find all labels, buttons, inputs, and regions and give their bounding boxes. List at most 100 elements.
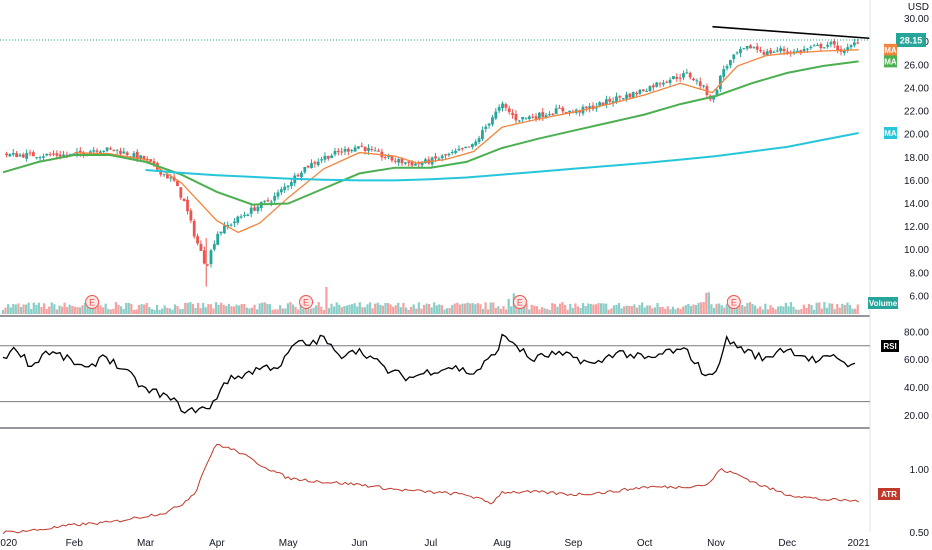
volume-bar xyxy=(117,304,120,314)
candle-body xyxy=(189,210,193,221)
volume-bar xyxy=(789,302,793,314)
candle-body xyxy=(199,243,203,251)
candle-body xyxy=(651,85,655,88)
candle-body xyxy=(393,160,397,162)
volume-bar xyxy=(697,302,700,314)
volume-bar xyxy=(530,304,533,314)
candle-body xyxy=(588,106,592,109)
volume-bar xyxy=(797,309,800,314)
candle-body xyxy=(166,174,169,179)
x-axis-tick: Oct xyxy=(637,538,653,549)
volume-bar xyxy=(196,302,200,314)
volume-bar xyxy=(594,304,598,314)
x-axis-tick: 2021 xyxy=(847,538,870,549)
volume-bar xyxy=(125,302,128,314)
volume-bar xyxy=(356,306,359,314)
candle-body xyxy=(11,153,15,155)
volume-bar xyxy=(220,302,223,314)
candle-body xyxy=(397,159,401,163)
volume-bar xyxy=(753,305,757,314)
candle-body xyxy=(685,72,689,74)
volume-bar xyxy=(361,307,364,314)
volume-bar xyxy=(276,309,279,314)
candle-body xyxy=(688,72,692,78)
candle-body xyxy=(497,107,501,111)
price-axis-tick: 26.00 xyxy=(904,60,929,71)
candle-body xyxy=(772,51,776,53)
candle-body xyxy=(182,198,186,202)
candle-body xyxy=(494,111,498,119)
price-axis-tick: 16.00 xyxy=(904,176,929,187)
volume-bar xyxy=(823,302,826,314)
candle-body xyxy=(310,163,313,169)
volume-bar xyxy=(525,303,528,314)
candle-body xyxy=(551,113,555,115)
volume-bar xyxy=(579,307,582,314)
candle-body xyxy=(139,155,143,159)
volume-bar xyxy=(238,305,241,314)
candle-body xyxy=(253,207,256,211)
volume-bar xyxy=(84,302,87,314)
volume-bar xyxy=(602,303,605,314)
candle-body xyxy=(568,110,571,113)
candle-body xyxy=(729,59,732,66)
volume-bar xyxy=(520,303,523,314)
volume-bar xyxy=(279,305,282,314)
earnings-marker xyxy=(85,295,100,309)
volume-bar xyxy=(27,302,30,314)
candle-body xyxy=(132,153,136,158)
volume-bar xyxy=(748,302,752,314)
candle-body xyxy=(541,112,545,117)
volume-bar xyxy=(625,305,628,314)
candle-body xyxy=(222,225,226,234)
candle-body xyxy=(661,82,665,85)
candle-body xyxy=(648,86,652,92)
candle-body xyxy=(470,144,474,148)
volume-bar xyxy=(284,308,287,314)
volume-bar xyxy=(476,303,479,314)
price-axis-tick: 30.00 xyxy=(904,14,929,25)
candle-body xyxy=(544,115,548,118)
candle-body xyxy=(752,47,756,49)
volume-bar xyxy=(94,302,97,314)
volume-bar xyxy=(407,309,410,314)
price-axis-tick: 8.00 xyxy=(910,268,930,279)
volume-bar xyxy=(766,309,770,314)
last-price-value: 28.15 xyxy=(900,35,923,45)
candle-body xyxy=(464,146,468,149)
volume-bar xyxy=(245,307,248,314)
x-axis-tick: Mar xyxy=(137,538,155,549)
candle-body xyxy=(739,49,742,54)
candle-body xyxy=(256,206,260,212)
volume-bar xyxy=(199,308,202,314)
volume-bar xyxy=(68,304,71,314)
volume-bar xyxy=(782,306,785,314)
volume-bar xyxy=(671,306,675,314)
volume-bar xyxy=(327,308,331,314)
candle-body xyxy=(243,215,246,217)
volume-bar xyxy=(435,305,438,314)
candle-body xyxy=(725,66,729,69)
volume-bar xyxy=(289,302,292,314)
volume-bar xyxy=(320,306,323,314)
ma-badge-long xyxy=(884,127,897,140)
volume-bar xyxy=(281,308,284,314)
price-axis-tick: 10.00 xyxy=(904,245,929,256)
volume-bar xyxy=(723,307,726,314)
candle-body xyxy=(514,113,518,121)
candle-body xyxy=(233,221,236,224)
candle-body xyxy=(98,151,102,153)
candle-body xyxy=(363,146,367,152)
volume-bar xyxy=(430,307,433,314)
candle-body xyxy=(487,123,491,126)
volume-bar xyxy=(623,306,626,314)
volume-bar xyxy=(445,308,449,314)
candle-body xyxy=(196,236,199,244)
candle-body xyxy=(373,150,377,152)
volume-bar xyxy=(127,302,130,314)
volume-bar xyxy=(720,305,723,314)
volume-bar xyxy=(553,303,556,314)
candle-body xyxy=(115,149,119,151)
candle-body xyxy=(852,42,856,46)
